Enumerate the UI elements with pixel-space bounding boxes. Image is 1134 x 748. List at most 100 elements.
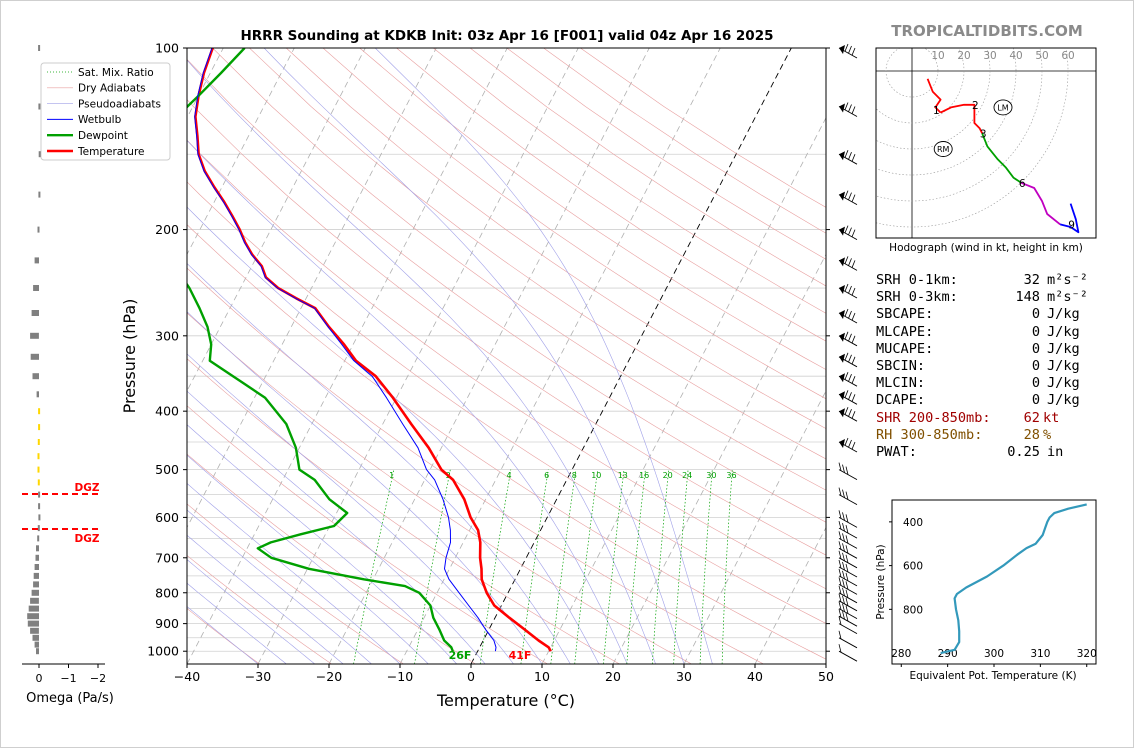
mixing-ratio-label: 1 [389, 471, 394, 480]
mixing-ratio-line [699, 469, 713, 664]
stat-unit: J/kg [1047, 357, 1080, 374]
omega-bar [36, 545, 39, 552]
omega-bar [38, 514, 41, 521]
skewt-ytick-label: 400 [155, 404, 179, 419]
omega-xtick-label: −1 [60, 672, 76, 685]
wind-barb-flag [842, 561, 845, 571]
hodograph-ring [885, 48, 939, 98]
dry-adiabat-line [187, 555, 332, 664]
stat-value: 0.25 [1007, 443, 1040, 460]
omega-bar [32, 373, 39, 380]
wind-barb [838, 521, 858, 539]
stat-value: 62 [1023, 409, 1040, 426]
wind-barb [838, 644, 858, 662]
hodograph-rm-marker [933, 141, 953, 157]
omega-bar [32, 634, 39, 641]
stat-value: 28 [1023, 426, 1040, 443]
theta-e-xtick-label: 320 [1077, 648, 1097, 660]
wind-barb-flag [838, 550, 842, 559]
wind-barb-flag [848, 333, 852, 342]
wind-barb-flag [844, 437, 849, 446]
theta-e-xtick-label: 280 [891, 648, 911, 660]
wind-barb [838, 630, 858, 649]
wind-barb-flag [838, 601, 842, 610]
mixing-ratio-label: 10 [591, 471, 601, 480]
skewt-xtick-label: 10 [534, 669, 550, 684]
hodograph-height-label: 6 [1019, 178, 1026, 190]
wind-barb-flag [848, 227, 852, 236]
wind-barb [838, 510, 858, 528]
skewt-ytick-label: 500 [155, 462, 179, 477]
wind-barb-pennant [839, 226, 845, 236]
pseudoadiabat-line [187, 559, 315, 664]
wind-barb-flag [844, 283, 849, 292]
wind-barb-flag [845, 572, 849, 581]
wind-barb [838, 190, 858, 205]
legend-label: Sat. Mix. Ratio [78, 67, 154, 79]
omega-bar [37, 466, 40, 473]
omega-bar [38, 424, 41, 431]
theta-e-xlabel: Equivalent Pot. Temperature (K) [909, 670, 1076, 682]
wind-barb-flag [848, 354, 852, 363]
wind-barb-flag [842, 489, 845, 498]
theta-e-ytick-label: 800 [903, 604, 923, 616]
hodograph-rm-marker-label: RM [937, 145, 950, 154]
pseudoadiabat-line [187, 509, 372, 664]
mixing-ratio-line [626, 469, 646, 664]
dry-adiabat-line [187, 224, 826, 660]
mixing-ratio-label: 36 [726, 471, 736, 480]
wind-barb-flag [844, 390, 849, 398]
hodograph-ring-label: 30 [983, 50, 996, 62]
wind-barb-flag [851, 154, 856, 162]
wind-barb-flag [848, 285, 852, 294]
wind-barb-flag [851, 287, 856, 296]
omega-bar [38, 103, 41, 110]
skewt-xtick-label: 30 [676, 669, 692, 684]
wind-barb-flag [845, 589, 849, 598]
stat-value: 148 [1015, 289, 1040, 306]
wind-barb-flag [838, 593, 842, 602]
wind-barb-flag [842, 603, 845, 612]
omega-dgz-label-bottom: DGZ [75, 533, 100, 545]
wind-barb-flag [845, 545, 849, 554]
skewt-ytick-label: 600 [155, 510, 179, 525]
wind-barb [838, 102, 858, 117]
wind-barb-flag [842, 587, 845, 596]
wind-barb-pennant [839, 373, 845, 383]
dry-adiabat-line [187, 405, 548, 664]
wind-barb-flag [851, 335, 856, 344]
dry-adiabat-line [249, 48, 826, 460]
omega-bar [33, 581, 39, 588]
wind-barb-pennant [839, 353, 845, 363]
stat-row: DCAPE: 0 J/kg [876, 392, 1116, 409]
pseudoadiabat-line [187, 139, 628, 664]
wind-barb-flag [848, 45, 852, 54]
pseudoadiabat-line [187, 606, 259, 664]
hodograph-lm-marker-label: LM [997, 103, 1008, 112]
hodograph-ring-label: 40 [1009, 50, 1022, 62]
mixing-ratio-line [479, 469, 512, 664]
wind-barb-flag [838, 521, 842, 530]
omega-bar [31, 310, 39, 316]
wind-barb-flag [844, 150, 849, 158]
wind-barb-pennant [839, 257, 845, 267]
mixing-ratio-line [651, 469, 670, 664]
wind-barb-flag [842, 533, 845, 542]
stat-value: 0 [1031, 323, 1040, 340]
pseudoadiabat-line [374, 48, 713, 664]
stat-unit: J/kg [1047, 323, 1080, 340]
stat-label: MLCIN: [876, 375, 926, 392]
mixing-ratio-line [550, 469, 577, 664]
wind-barb-flag [842, 512, 845, 521]
stat-label: DCAPE: [876, 392, 926, 409]
hodograph-ring [876, 48, 1017, 176]
temperature-profile-line [194, 48, 552, 652]
skewt-ytick-label: 200 [155, 222, 179, 237]
stat-value: 0 [1031, 357, 1040, 374]
dry-adiabat-line [187, 181, 826, 624]
hodograph-segment-9-12km [1059, 203, 1080, 234]
wind-barb-flag [851, 312, 856, 321]
hodograph-height-label: 1 [933, 105, 940, 117]
omega-bar [35, 554, 39, 561]
